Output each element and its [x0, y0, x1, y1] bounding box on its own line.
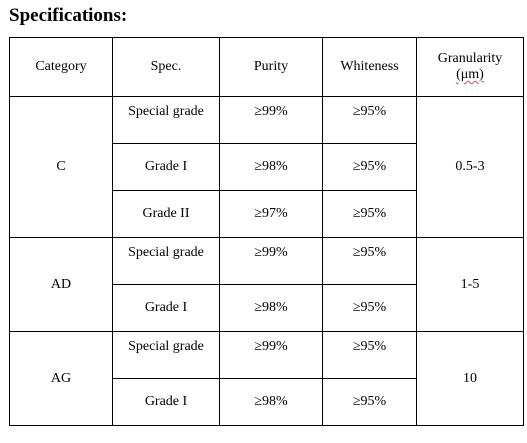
spec-cell: Special grade: [112, 96, 220, 144]
spec-cell: Grade I: [112, 284, 220, 332]
table-row: Grade I ≥98% ≥95%: [10, 284, 524, 332]
page-title: Specifications:: [9, 5, 128, 26]
specifications-table: Category Spec. Purity Whiteness Granular…: [9, 37, 524, 426]
column-header-spec: Spec.: [112, 37, 220, 97]
whiteness-cell: ≥95%: [322, 378, 417, 426]
header-row: Category Spec. Purity Whiteness Granular…: [9, 37, 524, 97]
category-cell: AD: [9, 237, 113, 332]
category-cell: AG: [9, 331, 113, 426]
spec-cell: Special grade: [112, 331, 220, 379]
whiteness-cell: ≥95%: [322, 143, 417, 191]
granularity-cell: 0.5-3: [416, 96, 524, 238]
granularity-cell: 10: [416, 331, 524, 426]
whiteness-cell: ≥95%: [322, 284, 417, 332]
granularity-header-label: Granularity: [437, 51, 503, 66]
whiteness-cell: ≥95%: [322, 237, 417, 285]
table-row: Grade I ≥98% ≥95%: [10, 143, 524, 191]
granularity-cell: 1-5: [416, 237, 524, 332]
table-row: AG Special grade ≥99% ≥95% 10: [9, 331, 524, 426]
purity-cell: ≥99%: [219, 331, 323, 379]
spec-cell: Grade I: [112, 143, 220, 191]
column-header-purity: Purity: [219, 37, 323, 97]
purity-cell: ≥99%: [219, 237, 323, 285]
table-row: C Special grade ≥99% ≥95% 0.5-3: [9, 96, 524, 238]
table-row: Grade I ≥98% ≥95%: [10, 378, 524, 426]
whiteness-cell: ≥95%: [322, 190, 417, 238]
table-row: AD Special grade ≥99% ≥95% 1-5: [9, 237, 524, 332]
whiteness-cell: ≥95%: [322, 331, 417, 379]
whiteness-cell: ≥95%: [322, 96, 417, 144]
purity-cell: ≥98%: [219, 284, 323, 332]
spec-cell: Special grade: [112, 237, 220, 285]
column-header-category: Category: [9, 37, 113, 97]
purity-cell: ≥98%: [219, 143, 323, 191]
spec-cell: Grade II: [112, 190, 220, 238]
column-header-whiteness: Whiteness: [322, 37, 417, 97]
spec-cell: Grade I: [112, 378, 220, 426]
purity-cell: ≥98%: [219, 378, 323, 426]
table-row: Grade II ≥97% ≥95%: [10, 190, 524, 238]
column-header-granularity: Granularity (μm): [416, 37, 524, 97]
purity-cell: ≥97%: [219, 190, 323, 238]
purity-cell: ≥99%: [219, 96, 323, 144]
granularity-header-unit: (μm): [456, 67, 484, 82]
category-cell: C: [9, 96, 113, 238]
